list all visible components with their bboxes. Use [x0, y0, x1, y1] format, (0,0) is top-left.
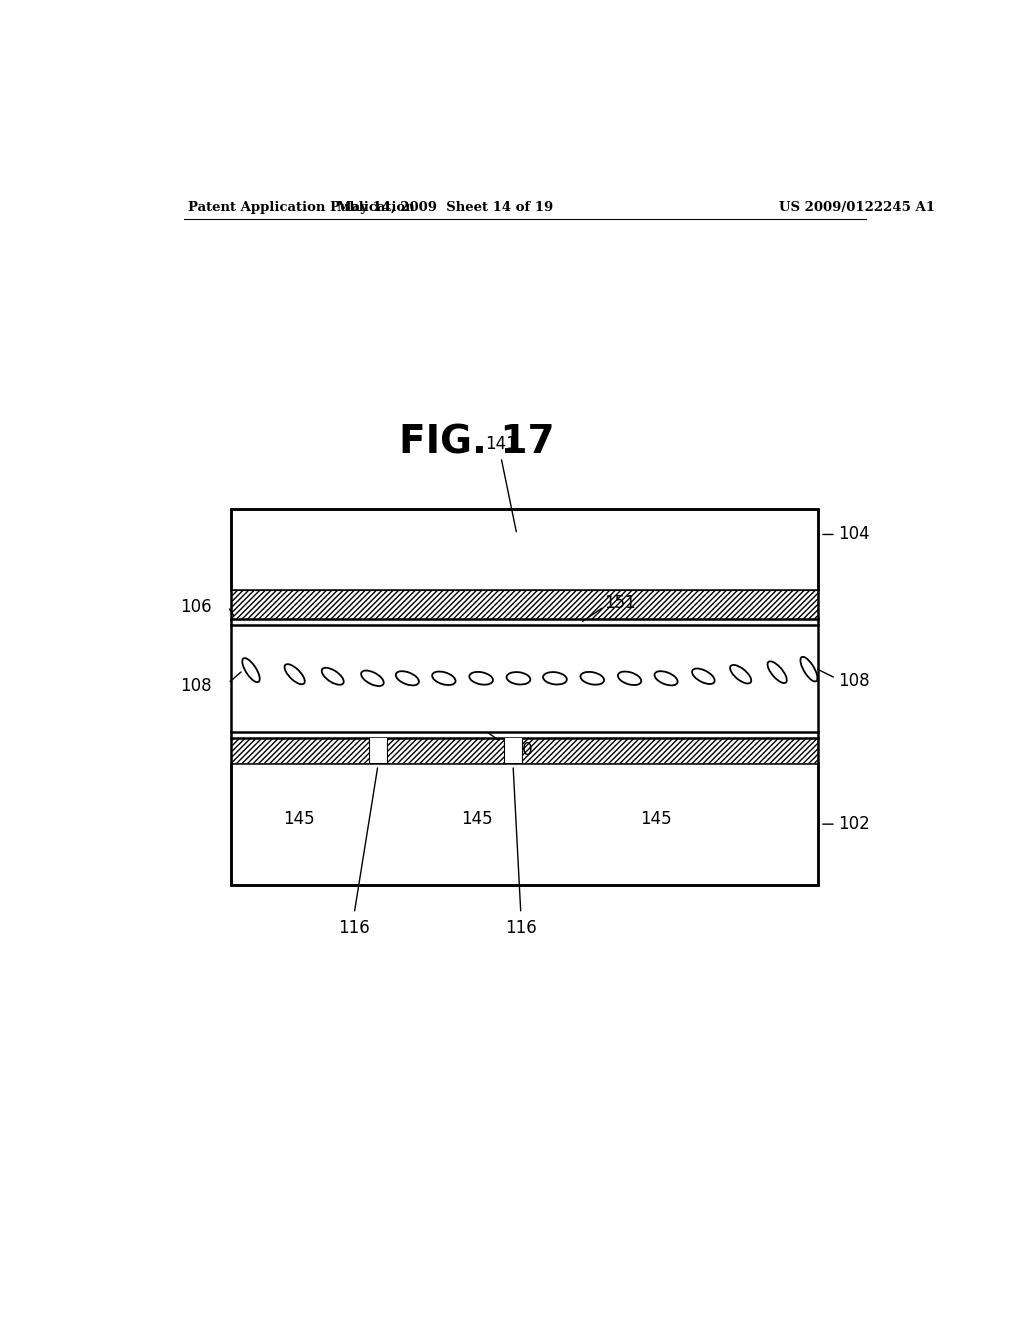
Bar: [231, 510, 818, 590]
Text: 106: 106: [179, 598, 211, 615]
Ellipse shape: [692, 668, 715, 684]
Ellipse shape: [543, 672, 567, 685]
Text: 116: 116: [505, 919, 537, 937]
Text: 102: 102: [839, 816, 870, 833]
Ellipse shape: [730, 665, 752, 684]
Bar: [231, 763, 818, 886]
Text: Patent Application Publication: Patent Application Publication: [187, 201, 415, 214]
Ellipse shape: [768, 661, 786, 682]
Bar: [231, 510, 818, 886]
Text: 108: 108: [839, 672, 870, 690]
Ellipse shape: [361, 671, 384, 686]
Bar: [522, 738, 818, 763]
Text: 145: 145: [640, 810, 672, 828]
Text: 150: 150: [501, 741, 532, 759]
Bar: [504, 738, 522, 763]
Bar: [231, 738, 370, 763]
Ellipse shape: [507, 672, 530, 685]
Text: 141: 141: [485, 436, 517, 453]
Ellipse shape: [285, 664, 305, 684]
Bar: [387, 738, 504, 763]
Bar: [231, 590, 818, 619]
Ellipse shape: [654, 671, 678, 685]
Text: May 14, 2009  Sheet 14 of 19: May 14, 2009 Sheet 14 of 19: [337, 201, 554, 214]
Text: 145: 145: [283, 810, 314, 828]
Ellipse shape: [243, 659, 260, 682]
Text: 145: 145: [462, 810, 493, 828]
Ellipse shape: [581, 672, 604, 685]
Text: 116: 116: [338, 919, 370, 937]
Ellipse shape: [617, 672, 641, 685]
Ellipse shape: [469, 672, 493, 685]
Ellipse shape: [801, 657, 817, 681]
Text: 108: 108: [179, 677, 211, 696]
Text: US 2009/0122245 A1: US 2009/0122245 A1: [778, 201, 935, 214]
Bar: [231, 624, 818, 731]
Ellipse shape: [396, 671, 419, 685]
Ellipse shape: [432, 672, 456, 685]
Text: FIG. 17: FIG. 17: [399, 424, 555, 462]
Text: 151: 151: [604, 594, 636, 611]
Text: 104: 104: [839, 525, 870, 544]
Bar: [370, 738, 387, 763]
Ellipse shape: [322, 668, 344, 685]
